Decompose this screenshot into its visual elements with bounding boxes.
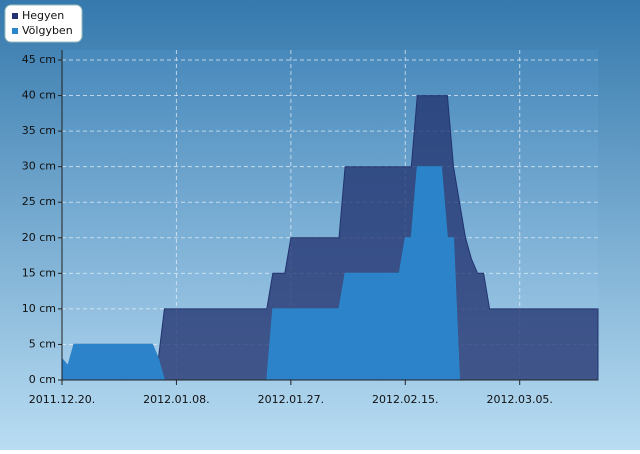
legend-swatch: [12, 13, 18, 19]
y-tick-label: 30 cm: [22, 160, 56, 173]
legend-swatch: [12, 28, 18, 34]
y-tick-label: 15 cm: [22, 266, 56, 279]
y-tick-label: 5 cm: [29, 337, 56, 350]
y-tick-label: 35 cm: [22, 124, 56, 137]
y-tick-label: 25 cm: [22, 195, 56, 208]
y-tick-label: 10 cm: [22, 302, 56, 315]
x-tick-label: 2012.03.05.: [486, 393, 552, 406]
legend-box: [4, 4, 83, 43]
x-tick-label: 2012.01.27.: [258, 393, 324, 406]
x-tick-label: 2012.01.08.: [143, 393, 209, 406]
legend-label: Völgyben: [22, 24, 73, 37]
y-tick-label: 20 cm: [22, 231, 56, 244]
legend-label: Hegyen: [22, 9, 64, 22]
x-tick-label: 2011.12.20.: [29, 393, 95, 406]
y-tick-label: 0 cm: [29, 373, 56, 386]
y-tick-label: 45 cm: [22, 53, 56, 66]
x-tick-label: 2012.02.15.: [372, 393, 438, 406]
y-tick-label: 40 cm: [22, 89, 56, 102]
